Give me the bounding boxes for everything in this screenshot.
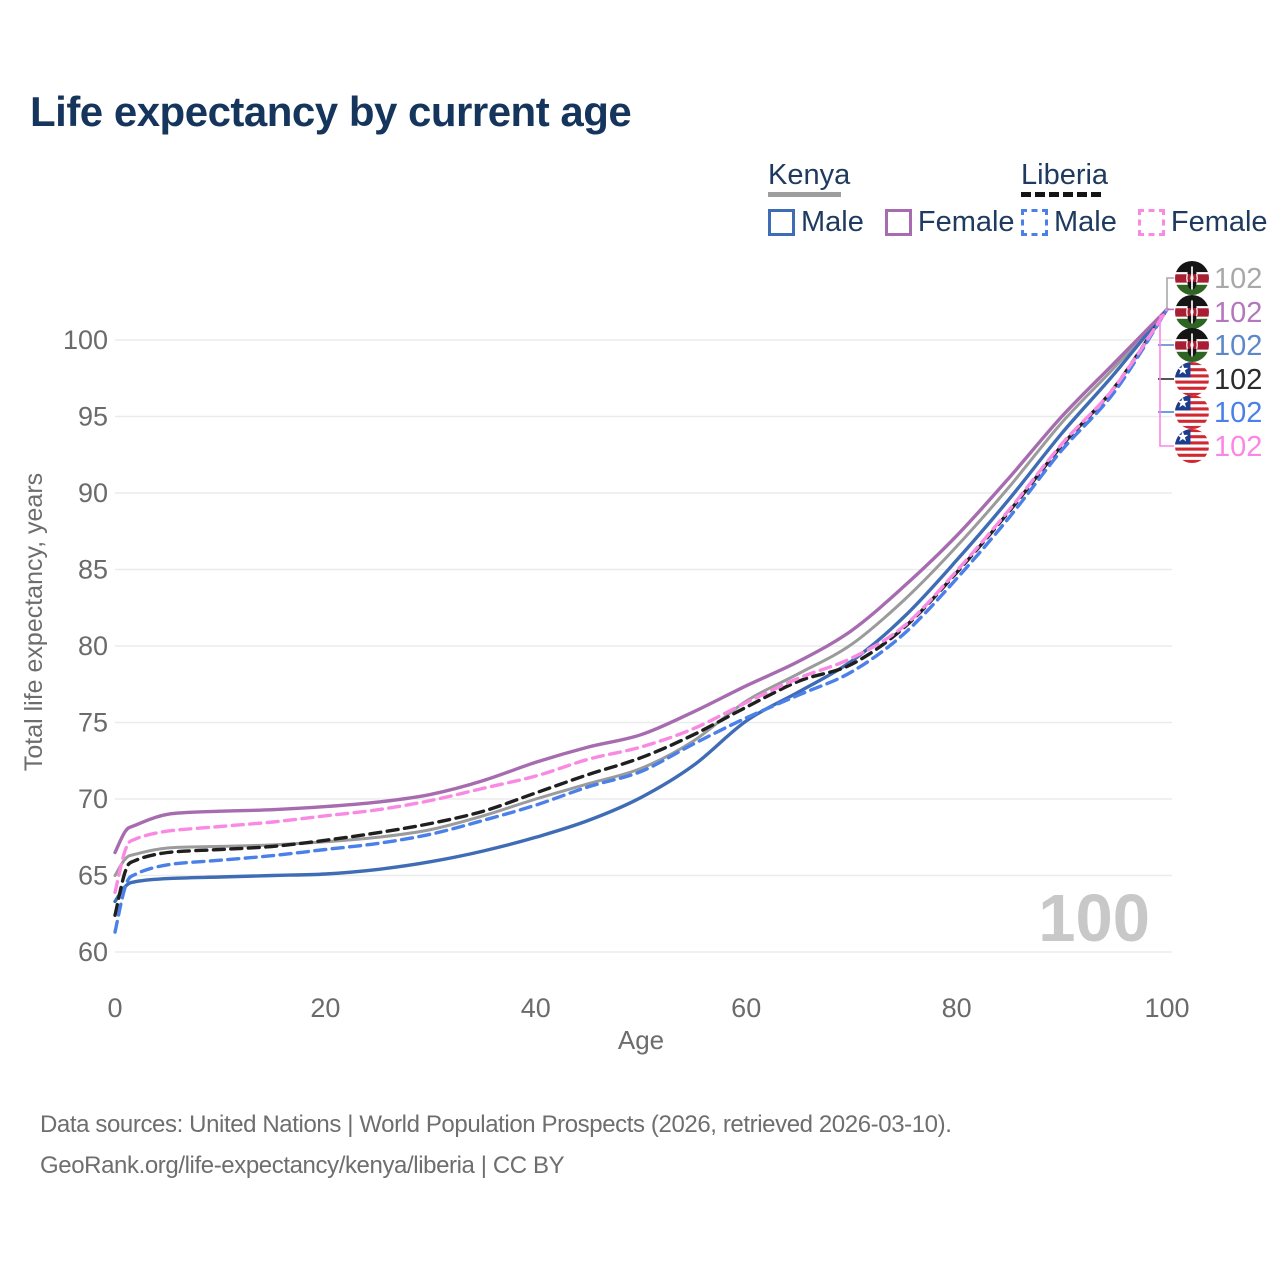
y-tick-label: 95 <box>78 402 108 432</box>
end-value-label-kenya-both-sexes: 102 <box>1214 263 1262 295</box>
legend-item-liberia-female[interactable]: Female <box>1137 206 1268 239</box>
liberia-linestyle-swatch <box>1021 192 1101 197</box>
x-axis-title: Age <box>618 1025 664 1055</box>
footer: Data sources: United Nations | World Pop… <box>40 1104 1190 1186</box>
page-title: Life expectancy by current age <box>30 88 632 135</box>
y-tick-label: 85 <box>78 555 108 585</box>
end-label-connector <box>1159 315 1174 447</box>
end-value-label-liberia-male: 102 <box>1214 397 1262 429</box>
y-tick-label: 90 <box>78 478 108 508</box>
legend-group-liberia: Liberia Male Female <box>1021 160 1268 239</box>
liberia-flag-icon <box>1175 429 1209 463</box>
age-frame-watermark: 100 <box>1038 881 1150 956</box>
x-tick-label: 20 <box>310 993 340 1023</box>
liberia-female-swatch-icon <box>1137 209 1165 236</box>
y-tick-label: 80 <box>78 631 108 661</box>
end-label-connector <box>1166 277 1174 310</box>
gridlines <box>115 339 1172 953</box>
data-sources-line: Data sources: United Nations | World Pop… <box>40 1111 952 1138</box>
kenya-female-swatch-icon <box>884 209 912 236</box>
series-line-kenya-both-sexes <box>113 307 1169 877</box>
end-label-flag-icons <box>1175 261 1209 463</box>
end-value-label-liberia-both-sexes: 102 <box>1214 364 1262 396</box>
legend: Kenya Male Female Liberia Male Female <box>0 0 1280 250</box>
end-value-label-kenya-female: 102 <box>1214 297 1262 329</box>
kenya-male-swatch-icon <box>768 209 795 236</box>
legend-item-label: Female <box>1170 206 1268 238</box>
legend-item-kenya-male[interactable]: Male <box>768 206 864 239</box>
kenya-linestyle-swatch <box>768 192 841 197</box>
end-label-connectors <box>1158 277 1174 447</box>
y-tick-label: 65 <box>78 861 108 891</box>
kenya-flag-icon <box>1175 261 1209 295</box>
legend-item-liberia-male[interactable]: Male <box>1021 206 1117 239</box>
legend-items-kenya: Male Female <box>768 206 1015 239</box>
liberia-flag-icon <box>1175 362 1209 396</box>
y-tick-label: 60 <box>78 937 108 967</box>
series-line-liberia-female <box>113 307 1169 894</box>
legend-item-label: Male <box>1054 206 1117 238</box>
kenya-flag-icon <box>1175 328 1209 362</box>
x-tick-label: 80 <box>942 993 972 1023</box>
series-lines <box>113 307 1169 934</box>
series-line-liberia-both-sexes <box>113 307 1169 917</box>
x-tick-label: 60 <box>731 993 761 1023</box>
legend-country-kenya: Kenya <box>768 159 851 191</box>
legend-item-label: Male <box>801 206 864 238</box>
attribution-line: GeoRank.org/life-expectancy/kenya/liberi… <box>40 1152 565 1179</box>
y-tick-labels: 60 65 70 75 80 85 90 95 100 <box>63 325 108 967</box>
liberia-male-swatch-icon <box>1021 209 1048 236</box>
x-tick-label: 40 <box>521 993 551 1023</box>
liberia-flag-icon <box>1175 395 1209 429</box>
end-value-label-liberia-female: 102 <box>1214 431 1262 463</box>
y-tick-label: 70 <box>78 784 108 814</box>
series-line-liberia-male <box>113 307 1169 934</box>
legend-item-kenya-female[interactable]: Female <box>884 206 1015 239</box>
y-axis-title: Total life expectancy, years <box>20 473 48 771</box>
series-line-kenya-female <box>113 307 1169 855</box>
legend-country-liberia: Liberia <box>1021 159 1109 191</box>
x-tick-labels: 0 20 40 60 80 100 <box>107 993 1189 1023</box>
x-tick-label: 0 <box>107 993 122 1023</box>
kenya-flag-icon <box>1175 295 1209 329</box>
x-tick-label: 100 <box>1144 993 1189 1023</box>
legend-item-label: Female <box>917 206 1015 238</box>
y-tick-label: 75 <box>78 708 108 738</box>
y-tick-label: 100 <box>63 325 108 355</box>
legend-items-liberia: Male Female <box>1021 206 1268 239</box>
legend-group-kenya: Kenya Male Female <box>768 160 1015 239</box>
end-value-label-kenya-male: 102 <box>1214 330 1262 362</box>
series-line-kenya-male <box>113 307 1169 904</box>
